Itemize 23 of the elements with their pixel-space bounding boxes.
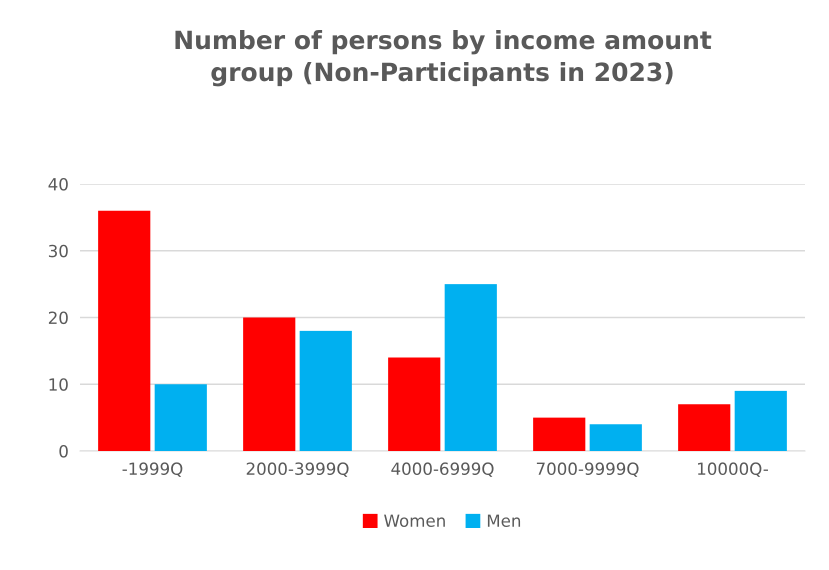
bar	[533, 418, 586, 451]
bar	[388, 358, 440, 451]
x-tick-label: 7000-9999Q	[536, 462, 639, 477]
y-tick-label: 10	[50, 378, 68, 391]
y-tick-label: 0	[59, 444, 68, 458]
legend-label: Men	[488, 514, 520, 527]
x-tick-label: 4000-6999Q	[391, 462, 494, 477]
legend-label: Women	[384, 514, 445, 527]
x-tick-label: 10000Q-	[698, 462, 768, 477]
y-tick-label: 30	[48, 244, 68, 258]
bar	[590, 424, 642, 451]
bar	[444, 284, 497, 451]
x-tick-label: 2000-3999Q	[246, 462, 349, 477]
bar	[154, 384, 207, 451]
bar	[734, 390, 787, 451]
y-tick-label: 20	[48, 311, 68, 324]
bar	[98, 210, 150, 451]
y-tick-label: 40	[48, 178, 68, 191]
bar	[243, 318, 296, 451]
x-tick-label: -1999Q	[122, 462, 182, 477]
chart-title: Number of persons by income amount group (Non-Participants in 2023)	[175, 30, 712, 86]
bar	[300, 330, 352, 451]
bar	[678, 404, 730, 451]
